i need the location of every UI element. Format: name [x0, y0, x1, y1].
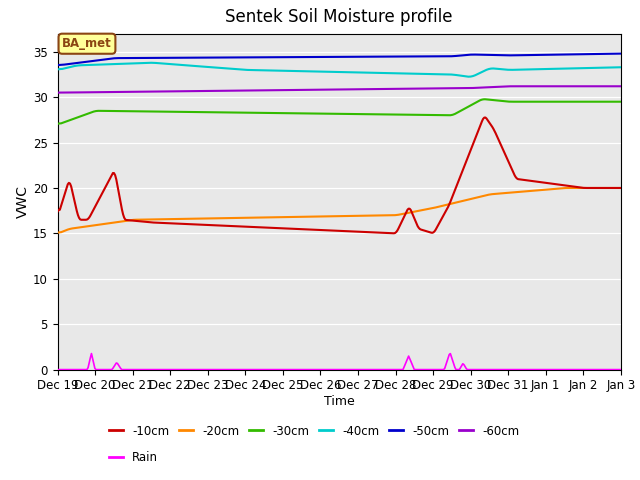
- Title: Sentek Soil Moisture profile: Sentek Soil Moisture profile: [225, 9, 453, 26]
- Text: BA_met: BA_met: [62, 37, 112, 50]
- Y-axis label: VWC: VWC: [16, 185, 30, 218]
- X-axis label: Time: Time: [324, 395, 355, 408]
- Legend: Rain: Rain: [109, 452, 158, 465]
